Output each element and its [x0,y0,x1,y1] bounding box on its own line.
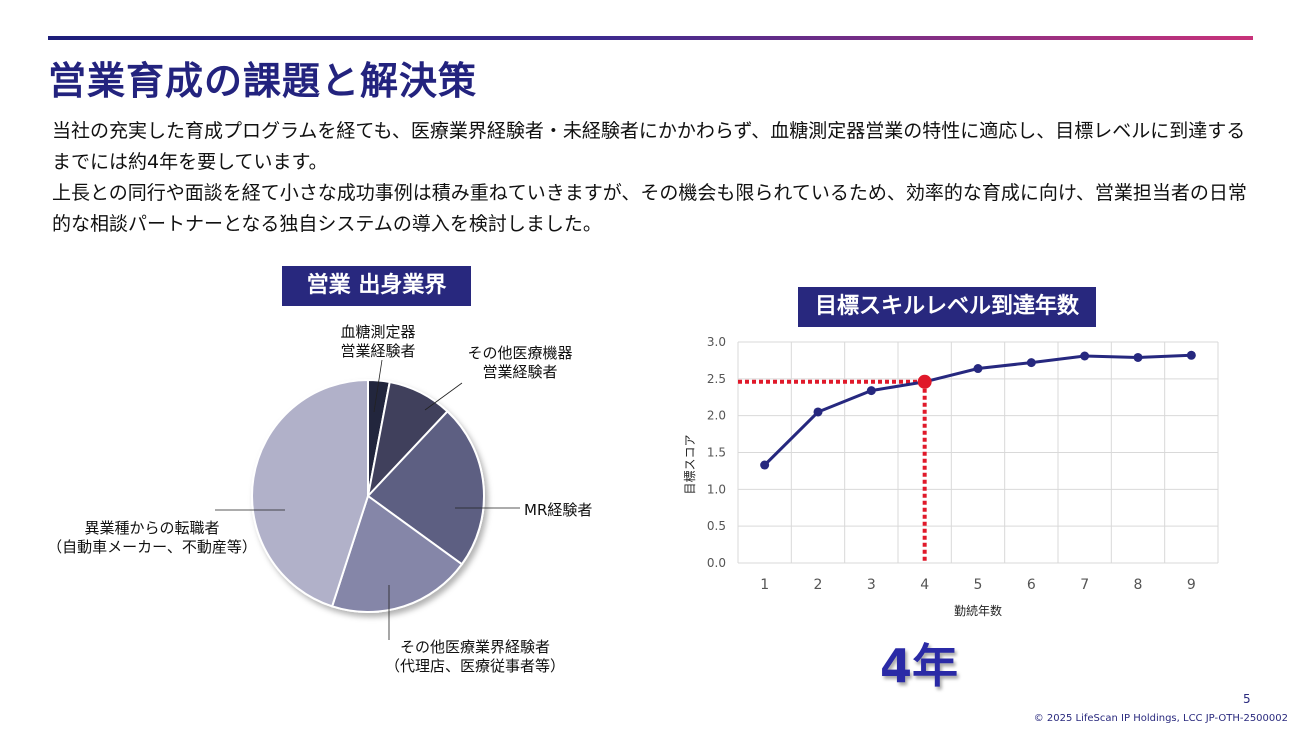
line-chart: 0.0 0.5 1.0 1.5 2.0 2.5 3.0 1 2 3 4 5 6 7 8 9 勤続年数 目標スコア [683,335,1219,618]
pie-slices [251,378,485,613]
pie-slice-label: 異業種からの転職者 [84,519,219,537]
pie-slice [251,378,369,608]
pie-slice [366,410,485,566]
y-tick-label: 1.0 [707,482,726,496]
copyright-text: © 2025 LifeScan IP Holdings, LCC JP-OTH-… [1033,713,1288,724]
x-tick-label: 1 [760,577,769,593]
title-accent-bar [48,36,1253,40]
pie-slice-label: その他医療機器 [467,344,572,362]
pie-slice-label: （代理店、医療従事者等） [385,657,565,675]
y-tick-label: 3.0 [707,335,726,349]
line-chart-title: 目標スキルレベル到達年数 [798,287,1096,327]
data-point [1026,358,1036,368]
x-tick-label: 5 [974,577,983,593]
pie-slice-label: MR経験者 [524,501,592,519]
pie-slice-label: （自動車メーカー、不動産等） [47,538,257,556]
y-tick-label: 1.5 [707,446,726,460]
y-axis-title: 目標スコア [683,434,697,494]
data-point [1133,352,1143,362]
pie-slice-label: 営業経験者 [340,342,415,360]
pie-leader-line [373,359,383,413]
data-point [866,386,876,396]
x-tick-label: 2 [814,577,823,593]
data-point [973,364,983,374]
x-tick-label: 4 [920,577,929,593]
x-tick-label: 6 [1027,577,1036,593]
data-point [1186,350,1196,360]
data-point [1080,351,1090,361]
pie-chart-title: 営業 出身業界 [282,266,471,306]
x-tick-label: 7 [1080,577,1089,593]
paragraph-1: 当社の充実した育成プログラムを経ても、医療業界経験者・未経験者にかかわらず、血糖… [52,120,1246,173]
x-tick-label: 3 [867,577,876,593]
y-tick-label: 2.0 [707,409,726,423]
years-highlight-label: 4年 [880,639,959,693]
paragraph-2: 上長との同行や面談を経て小さな成功事例は積み重ねていきますが、その機会も限られて… [52,182,1247,235]
description-text: 当社の充実した育成プログラムを経ても、医療業界経験者・未経験者にかかわらず、血糖… [52,116,1252,240]
x-axis-title: 勤続年数 [954,603,1002,618]
highlight-point [917,374,932,389]
page-number: 5 [1243,692,1251,706]
pie-slice-label: 営業経験者 [482,363,557,381]
x-tick-label: 9 [1187,577,1196,593]
slide-title: 営業育成の課題と解決策 [48,59,478,103]
pie-slice-label: その他医療業界経験者 [400,638,550,656]
y-tick-label: 0.0 [707,556,726,570]
x-tick-label: 8 [1134,577,1143,593]
pie-slice-label: 血糖測定器 [340,323,415,341]
y-tick-label: 2.5 [707,372,726,386]
data-point [760,460,770,470]
pie-slice [330,494,464,613]
y-tick-label: 0.5 [707,519,726,533]
data-point [813,407,823,417]
pie-leader-line [424,382,463,411]
